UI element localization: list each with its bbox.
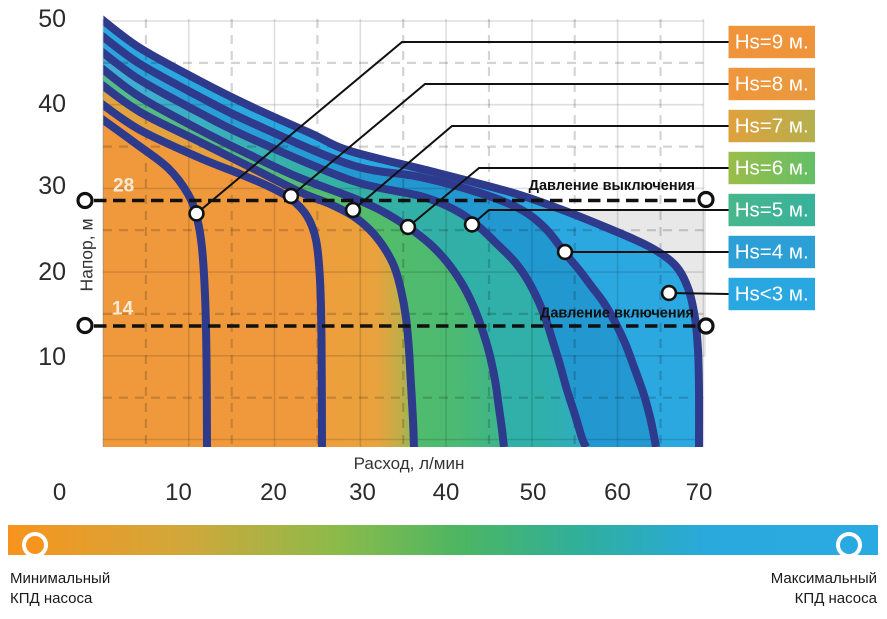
- svg-text:КПД насоса: КПД насоса: [10, 590, 93, 607]
- svg-text:Давление включения: Давление включения: [540, 306, 694, 322]
- svg-text:Hs=4 м.: Hs=4 м.: [735, 241, 809, 264]
- svg-text:40: 40: [38, 90, 66, 118]
- svg-text:Hs=8 м.: Hs=8 м.: [735, 73, 809, 96]
- svg-text:Hs=9 м.: Hs=9 м.: [735, 31, 809, 54]
- svg-text:60: 60: [604, 479, 631, 506]
- svg-text:10: 10: [38, 343, 66, 371]
- svg-text:30: 30: [349, 479, 376, 506]
- svg-text:Давление выключения: Давление выключения: [529, 178, 695, 194]
- svg-text:20: 20: [38, 258, 66, 286]
- svg-text:Минимальный: Минимальный: [10, 570, 110, 587]
- svg-text:28: 28: [113, 176, 134, 197]
- svg-text:Hs=5 м.: Hs=5 м.: [735, 199, 809, 222]
- svg-text:0: 0: [53, 479, 66, 506]
- svg-text:Напор, м: Напор, м: [77, 218, 97, 291]
- svg-text:14: 14: [112, 299, 134, 320]
- svg-text:10: 10: [165, 479, 192, 506]
- svg-text:Максимальный: Максимальный: [771, 570, 877, 587]
- svg-text:50: 50: [38, 5, 66, 33]
- svg-text:50: 50: [520, 479, 547, 506]
- svg-text:70: 70: [686, 479, 713, 506]
- svg-text:40: 40: [433, 479, 460, 506]
- svg-text:20: 20: [260, 479, 287, 506]
- svg-text:Hs=6 м.: Hs=6 м.: [735, 157, 809, 180]
- svg-text:КПД насоса: КПД насоса: [795, 590, 878, 607]
- svg-text:Hs<3 м.: Hs<3 м.: [735, 283, 809, 306]
- svg-text:Hs=7 м.: Hs=7 м.: [735, 115, 809, 138]
- svg-text:30: 30: [38, 172, 66, 200]
- svg-text:Расход, л/мин: Расход, л/мин: [354, 454, 465, 473]
